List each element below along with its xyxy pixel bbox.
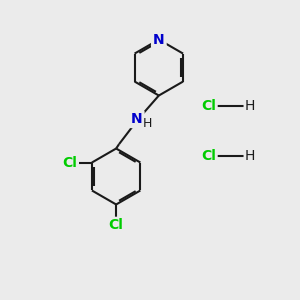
Text: Cl: Cl — [109, 218, 124, 232]
Text: N: N — [153, 33, 165, 46]
Text: N: N — [131, 112, 142, 126]
Text: Cl: Cl — [62, 155, 77, 170]
Text: H: H — [143, 117, 152, 130]
Text: Cl: Cl — [202, 149, 216, 163]
Text: H: H — [245, 99, 255, 113]
Text: Cl: Cl — [202, 99, 216, 113]
Text: H: H — [245, 149, 255, 163]
